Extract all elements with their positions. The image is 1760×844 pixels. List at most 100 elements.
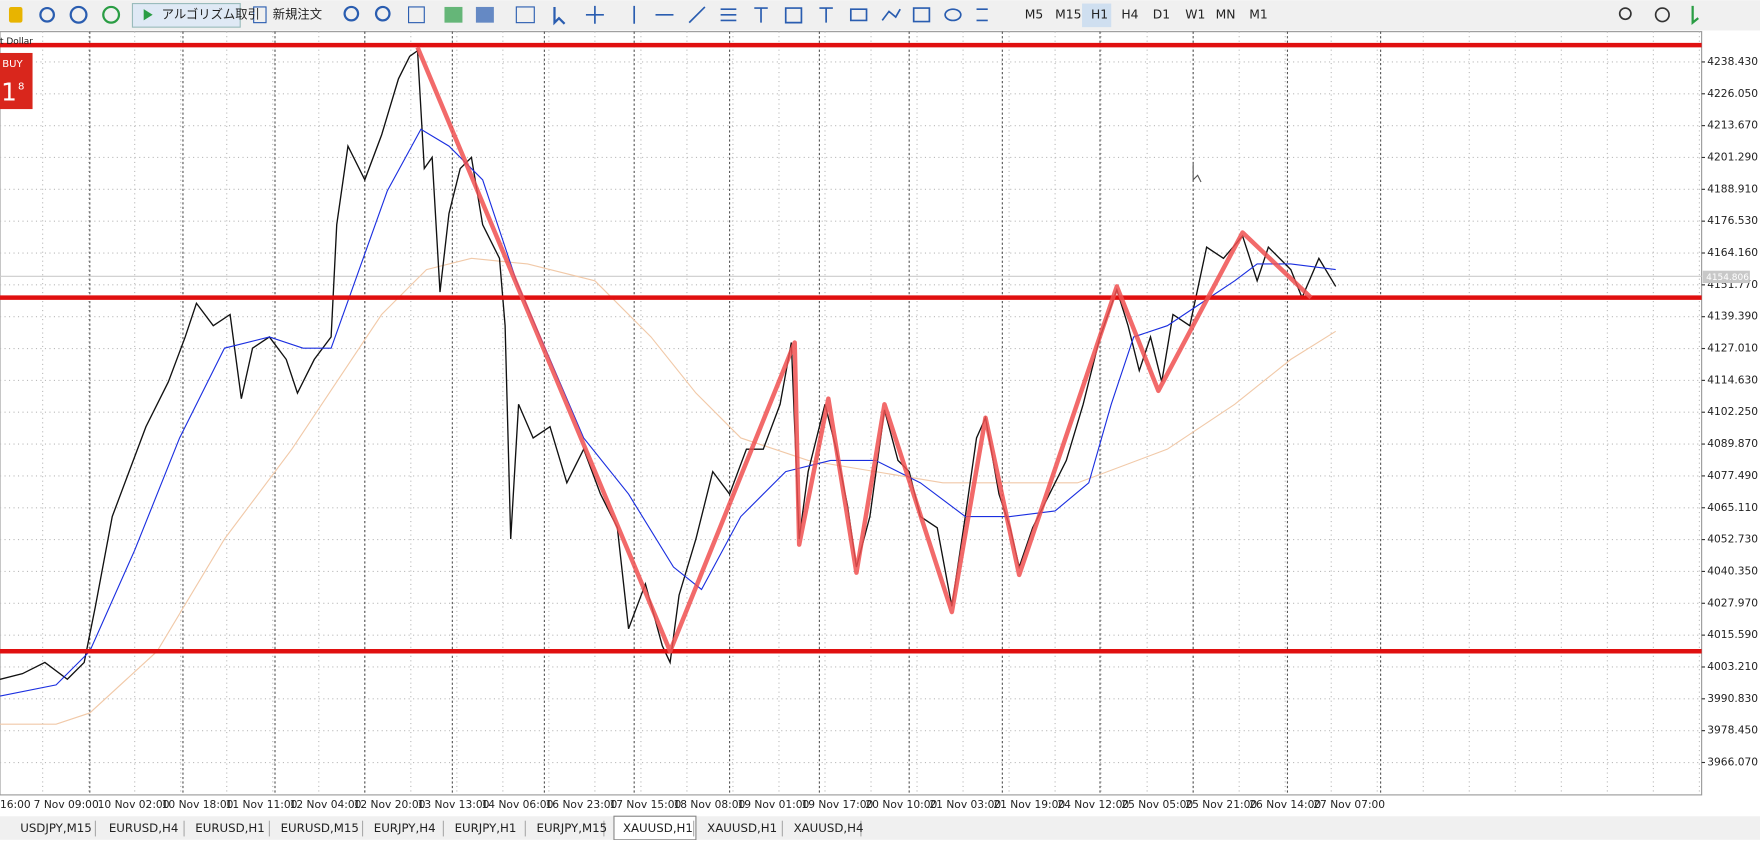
icon[interactable]: [343, 5, 360, 22]
tab-bar: [0, 816, 1760, 840]
chart-tab[interactable]: EURJPY,H4: [374, 821, 436, 835]
icon[interactable]: [585, 5, 604, 24]
toolbar: [0, 0, 1760, 31]
time-label: 18 Nov 08:00: [673, 798, 745, 811]
time-label: 25 Nov 21:00: [1185, 798, 1257, 811]
price-label: 4027.970: [1707, 596, 1758, 609]
time-label: 12 Nov 04:00: [290, 798, 362, 811]
timeframe-button[interactable]: M15: [1055, 7, 1081, 21]
chart-tab[interactable]: XAUUSD,H1: [707, 821, 777, 835]
icon[interactable]: [408, 6, 425, 24]
account-icon[interactable]: [1654, 7, 1670, 23]
icon[interactable]: [374, 5, 391, 22]
slow-ma: [0, 257, 1337, 725]
time-label: 7 Nov 09:00: [34, 798, 99, 811]
one-click-buy[interactable]: [0, 52, 33, 110]
grid: [0, 31, 1702, 795]
time-label: 21 Nov 03:00: [929, 798, 1001, 811]
timeframe-button[interactable]: D1: [1153, 7, 1170, 21]
icon[interactable]: [253, 6, 267, 24]
tabs: USDJPY,M15 EURUSD,H4 EURUSD,H1 EURUSD,M15 EU…: [20, 815, 864, 841]
price-label: 3990.830: [1707, 692, 1758, 705]
time-label: 26 Nov 14:00: [1249, 798, 1321, 811]
chart-tab[interactable]: EURUSD,H1: [195, 821, 264, 835]
price-label: 4003.210: [1707, 660, 1758, 673]
time-label: 11 Nov 11:00: [226, 798, 298, 811]
price-label: 4065.110: [1707, 501, 1758, 514]
chart-tab[interactable]: EURUSD,H4: [109, 821, 178, 835]
price-label: 4238.430: [1707, 55, 1758, 68]
time-label: 19 Nov 01:00: [737, 798, 809, 811]
price-axis: 4238.430 4226.050 4213.670 4201.290 4188.910…: [1701, 55, 1758, 769]
price-label: 4176.530: [1707, 214, 1758, 227]
time-label: 13 Nov 13:00: [418, 798, 490, 811]
icon: [143, 9, 153, 21]
search-icon[interactable]: [1618, 7, 1632, 21]
price-label: 4114.630: [1707, 373, 1758, 386]
icon[interactable]: [102, 5, 121, 24]
price-label: 4077.490: [1707, 469, 1758, 482]
timeframe-button[interactable]: MN: [1216, 7, 1236, 21]
time-label: 16 Nov 23:00: [546, 798, 618, 811]
mouse-cursor: [1192, 164, 1202, 183]
time-label: 14 Nov 06:00: [482, 798, 554, 811]
time-label: 10 Nov 02:00: [98, 798, 170, 811]
icon[interactable]: [553, 6, 566, 26]
price-label: 4015.590: [1707, 628, 1758, 641]
time-label: 21 Nov 19:00: [993, 798, 1065, 811]
price-label: 3978.450: [1707, 724, 1758, 737]
chart-tab[interactable]: EURUSD,M15: [281, 821, 359, 835]
timeframe-button[interactable]: W1: [1185, 7, 1205, 21]
chart-tab[interactable]: EURJPY,M15: [537, 821, 608, 835]
chart-tab[interactable]: XAUUSD,H1: [623, 821, 693, 835]
time-label: 19 Nov 17:00: [801, 798, 873, 811]
icon[interactable]: [8, 6, 23, 23]
current-price: 4154.806: [1706, 273, 1749, 283]
price-label: 4201.290: [1707, 150, 1758, 163]
algo-trading-button[interactable]: アルゴリズム取引: [162, 6, 260, 21]
drawing-tools[interactable]: [633, 5, 988, 24]
chart-tab[interactable]: EURJPY,H1: [455, 821, 517, 835]
timeframes: M5 M15 H1 H4 D1 W1 MN M1: [1025, 7, 1268, 21]
icon[interactable]: [444, 6, 463, 23]
icon[interactable]: [69, 5, 88, 24]
chart-tab[interactable]: XAUUSD,H4: [794, 821, 864, 835]
time-label: 20 Nov 10:00: [865, 798, 937, 811]
active-timeframe-bg: [1082, 3, 1112, 28]
time-label: 24 Nov 12:00: [1057, 798, 1129, 811]
toolbar-icons: [8, 3, 1699, 28]
price-label: 4040.350: [1707, 564, 1758, 577]
fast-ma: [0, 128, 1336, 697]
price-label: 4052.730: [1707, 533, 1758, 546]
icon[interactable]: [39, 6, 55, 23]
chart-area: [0, 31, 1703, 796]
timeframe-button[interactable]: M5: [1025, 7, 1043, 21]
levels: [0, 42, 1702, 654]
price-label: 4188.910: [1707, 182, 1758, 195]
price-label: 4127.010: [1707, 342, 1758, 355]
symbol-label: t Dollar: [0, 37, 33, 47]
new-order-button[interactable]: 新規注文: [273, 6, 322, 21]
timeframe-button[interactable]: H1: [1091, 7, 1108, 21]
timeframe-button[interactable]: M1: [1249, 7, 1267, 21]
algo-button-bg[interactable]: [131, 3, 241, 28]
zigzag[interactable]: [415, 46, 1313, 654]
buy-price-big[interactable]: 1: [1, 77, 17, 106]
price-label: 4226.050: [1707, 87, 1758, 100]
price-label: 4164.160: [1707, 246, 1758, 259]
time-label: 16:00: [0, 798, 31, 811]
icon[interactable]: [475, 6, 494, 23]
chart-tab[interactable]: USDJPY,M15: [20, 821, 92, 835]
icon[interactable]: [515, 6, 535, 24]
time-label: 25 Nov 05:00: [1121, 798, 1193, 811]
buy-price-small[interactable]: 8: [18, 82, 24, 93]
price-label: 4102.250: [1707, 405, 1758, 418]
buy-label[interactable]: BUY: [2, 59, 23, 70]
price-label: 4213.670: [1707, 119, 1758, 132]
time-label: 27 Nov 07:00: [1313, 798, 1385, 811]
signal-icon[interactable]: [1691, 5, 1699, 25]
timeframe-button[interactable]: H4: [1121, 7, 1138, 21]
current-price-box: [1702, 270, 1750, 284]
